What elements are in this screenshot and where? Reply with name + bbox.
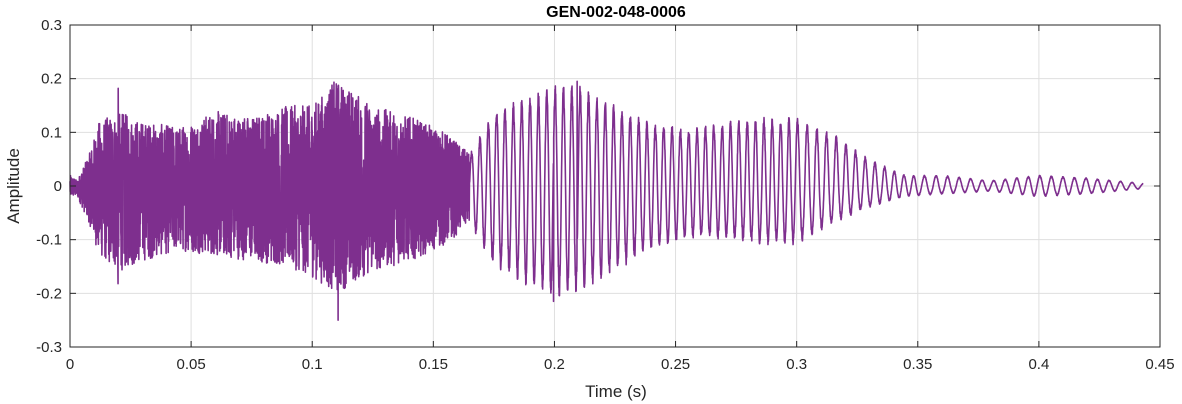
y-tick-label: 0.2	[41, 71, 62, 88]
x-tick-label: 0.4	[1028, 356, 1049, 373]
x-tick-label: 0	[66, 356, 74, 373]
series-line	[69, 80, 1144, 321]
y-tick-label: 0.1	[41, 124, 62, 141]
y-tick-labels: -0.3 -0.2 -0.1 0 0.1 0.2 0.3	[36, 17, 62, 356]
x-tick-label: 0.2	[544, 356, 565, 373]
x-tick-label: 0.1	[302, 356, 323, 373]
y-tick-label: 0.3	[41, 17, 62, 34]
axis-ticks	[69, 24, 1161, 348]
x-tick-label: 0.35	[903, 356, 932, 373]
y-tick-label: -0.3	[36, 339, 62, 356]
x-tick-label: 0.45	[1145, 356, 1174, 373]
x-tick-label: 0.15	[419, 356, 448, 373]
chart-title: GEN-002-048-0006	[546, 4, 686, 21]
x-axis-label: Time (s)	[585, 382, 647, 401]
y-tick-label: 0	[54, 178, 62, 195]
x-tick-labels: 0 0.05 0.1 0.15 0.2 0.25 0.3 0.35 0.4 0.45	[66, 356, 1175, 373]
x-tick-label: 0.25	[661, 356, 690, 373]
y-tick-label: -0.2	[36, 285, 62, 302]
x-tick-label: 0.05	[177, 356, 206, 373]
y-tick-label: -0.1	[36, 232, 62, 249]
y-axis-label: Amplitude	[4, 148, 23, 224]
x-tick-label: 0.3	[786, 356, 807, 373]
